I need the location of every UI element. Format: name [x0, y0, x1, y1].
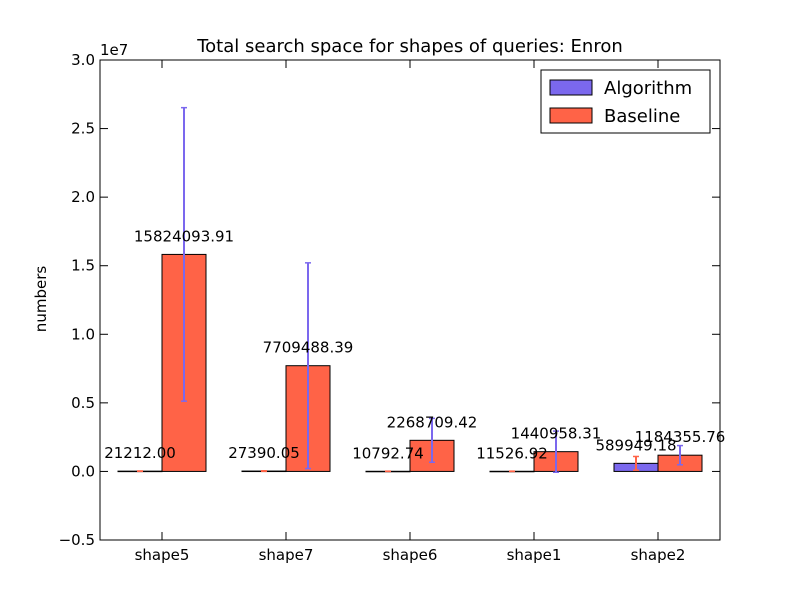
y-tick-label: 3.0 — [71, 51, 95, 69]
error-bars-group — [137, 106, 683, 473]
x-tick-label-shape1: shape1 — [507, 546, 562, 564]
x-tick-label-shape5: shape5 — [135, 546, 190, 564]
y-tick-label: 1.5 — [71, 257, 95, 275]
x-tick-label-shape2: shape2 — [631, 546, 686, 564]
y-tick-label: 0.5 — [71, 394, 95, 412]
data-labels-group: 21212.00 27390.05 10792.74 11526.92 589949.1… — [104, 227, 725, 462]
data-label-algorithm-shape1: 11526.92 — [476, 444, 548, 462]
y-tick-label: 0.0 — [71, 462, 95, 480]
data-label-algorithm-shape2: 589949.18 — [595, 436, 676, 454]
data-label-baseline-shape2: 1184355.76 — [635, 428, 726, 446]
x-axis: shape5 shape7 shape6 shape1 shape2 — [135, 60, 686, 564]
y-tick-label: 1.0 — [71, 325, 95, 343]
y-axis-scale-label: 1e7 — [100, 41, 128, 59]
x-tick-label-shape6: shape6 — [383, 546, 438, 564]
legend: Algorithm Baseline — [540, 69, 711, 134]
chart-title: Total search space for shapes of queries… — [196, 36, 623, 57]
data-label-algorithm-shape7: 27390.05 — [228, 444, 300, 462]
y-axis-label: numbers — [32, 266, 50, 333]
data-label-baseline-shape5: 15824093.91 — [134, 227, 234, 245]
data-label-baseline-shape1: 1440958.31 — [511, 425, 602, 443]
y-tick-label: −0.5 — [59, 531, 95, 549]
data-label-algorithm-shape5: 21212.00 — [104, 444, 176, 462]
y-tick-label: 2.0 — [71, 188, 95, 206]
data-label-algorithm-shape6: 10792.74 — [352, 444, 424, 462]
x-tick-label-shape7: shape7 — [259, 546, 314, 564]
data-label-baseline-shape7: 7709488.39 — [263, 339, 354, 357]
y-axis: −0.5 0.0 0.5 1.0 1.5 2.0 2.5 3.0 — [59, 51, 720, 549]
legend-label-algorithm: Algorithm — [604, 78, 692, 99]
legend-label-baseline: Baseline — [604, 106, 680, 127]
y-tick-label: 2.5 — [71, 120, 95, 138]
legend-swatch-baseline — [549, 107, 593, 124]
data-label-baseline-shape6: 2268709.42 — [387, 413, 478, 431]
legend-swatch-algorithm — [549, 79, 593, 96]
